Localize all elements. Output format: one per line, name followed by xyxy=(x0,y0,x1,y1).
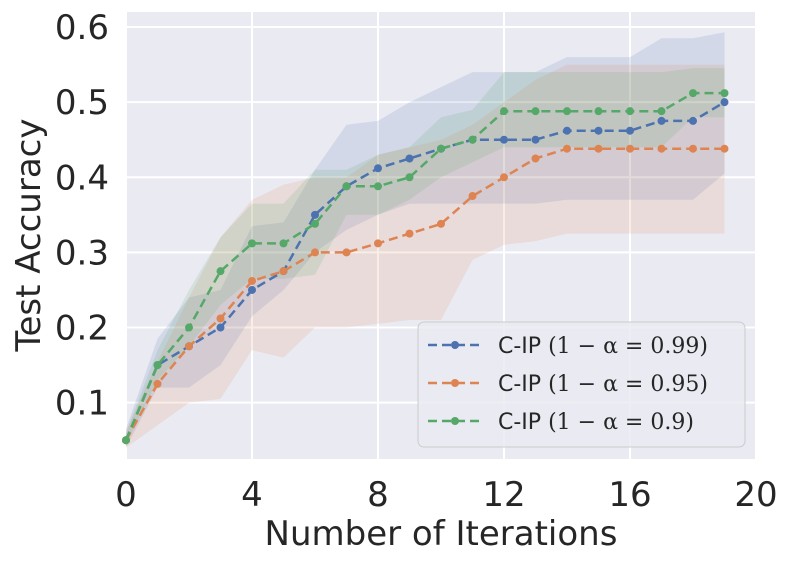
data-point xyxy=(248,285,256,294)
legend-label-1: C-IP (1 − α = 0.99) xyxy=(498,334,708,359)
data-point xyxy=(374,182,382,191)
data-point xyxy=(405,173,414,182)
legend-box xyxy=(417,321,746,448)
data-point xyxy=(185,323,193,332)
data-point xyxy=(311,248,319,257)
y-tick-label: 0.2 xyxy=(55,309,109,349)
data-point xyxy=(248,239,256,248)
x-tick-label: 8 xyxy=(367,475,389,515)
data-point xyxy=(374,164,382,173)
data-point xyxy=(720,144,729,153)
series-line-3 xyxy=(124,91,725,441)
y-tick-label: 0.5 xyxy=(55,83,109,123)
data-point xyxy=(531,154,540,163)
x-axis-ticks: 0 4 8 12 16 20 xyxy=(115,475,777,515)
data-point xyxy=(122,436,130,445)
data-point xyxy=(185,342,193,351)
data-point xyxy=(153,379,162,388)
data-point xyxy=(342,248,351,257)
series-markers xyxy=(122,89,729,445)
data-point xyxy=(405,154,414,163)
data-point xyxy=(689,116,697,125)
data-point xyxy=(626,144,634,153)
legend-marker-1 xyxy=(451,341,459,349)
data-point xyxy=(563,126,571,135)
data-point xyxy=(626,126,634,135)
data-point xyxy=(279,239,288,248)
legend: C-IP (1 − α = 0.99)C-IP (1 − α = 0.95)C-… xyxy=(417,321,746,448)
data-point xyxy=(311,210,319,219)
data-point xyxy=(626,107,634,116)
data-point xyxy=(720,89,729,98)
x-tick-label: 12 xyxy=(482,475,525,515)
confidence-band-3 xyxy=(126,68,725,445)
data-point xyxy=(563,144,571,153)
confidence-band-1 xyxy=(126,32,725,448)
data-point xyxy=(689,144,697,153)
series-lines xyxy=(124,91,726,441)
y-tick-label: 0.4 xyxy=(55,158,109,198)
data-point xyxy=(153,361,162,370)
data-point xyxy=(468,135,477,144)
y-tick-label: 0.1 xyxy=(55,384,109,424)
data-point xyxy=(657,107,666,116)
x-tick-label: 4 xyxy=(241,475,263,515)
data-point xyxy=(720,98,729,107)
data-point xyxy=(437,219,445,228)
legend-marker-3 xyxy=(451,417,459,425)
legend-label-2: C-IP (1 − α = 0.95) xyxy=(498,372,708,397)
data-point xyxy=(216,267,225,276)
data-point xyxy=(468,192,477,201)
data-point xyxy=(657,144,666,153)
data-point xyxy=(563,107,571,116)
data-point xyxy=(500,173,508,182)
y-tick-label: 0.3 xyxy=(55,233,109,273)
data-point xyxy=(279,267,288,276)
data-point xyxy=(311,219,319,228)
confidence-bands xyxy=(126,32,725,448)
x-tick-label: 0 xyxy=(115,475,137,515)
y-axis-ticks: 0.1 0.2 0.3 0.4 0.5 0.6 xyxy=(55,8,109,424)
data-point xyxy=(531,135,540,144)
series-line-1 xyxy=(124,101,726,441)
x-tick-label: 16 xyxy=(608,475,651,515)
legend-label-math: (1 − α = 0.99) xyxy=(548,334,708,359)
data-point xyxy=(374,239,382,248)
data-point xyxy=(594,107,603,116)
legend-label-math: (1 − α = 0.95) xyxy=(548,372,708,397)
grid-lines xyxy=(125,12,757,459)
data-point xyxy=(342,182,351,191)
data-point xyxy=(531,107,540,116)
x-tick-label: 20 xyxy=(734,475,777,515)
y-tick-label: 0.6 xyxy=(55,8,109,48)
data-point xyxy=(500,107,508,116)
data-point xyxy=(500,135,508,144)
y-axis-title: Test Accuracy xyxy=(9,119,49,353)
x-axis-title: Number of Iterations xyxy=(265,514,618,554)
legend-marker-2 xyxy=(451,379,459,387)
legend-label-prefix: C-IP xyxy=(498,410,548,435)
data-point xyxy=(657,116,666,125)
data-point xyxy=(437,144,445,153)
legend-label-prefix: C-IP xyxy=(498,334,548,359)
data-point xyxy=(216,314,225,323)
data-point xyxy=(248,276,256,285)
data-point xyxy=(405,229,414,238)
series-line-2 xyxy=(124,147,725,441)
data-point xyxy=(216,323,225,332)
data-point xyxy=(594,126,603,135)
data-point xyxy=(689,89,697,98)
legend-label-math: (1 − α = 0.9) xyxy=(548,410,694,435)
data-point xyxy=(594,144,603,153)
legend-label-prefix: C-IP xyxy=(498,372,548,397)
confidence-band-2 xyxy=(126,64,725,448)
legend-label-3: C-IP (1 − α = 0.9) xyxy=(498,410,694,435)
